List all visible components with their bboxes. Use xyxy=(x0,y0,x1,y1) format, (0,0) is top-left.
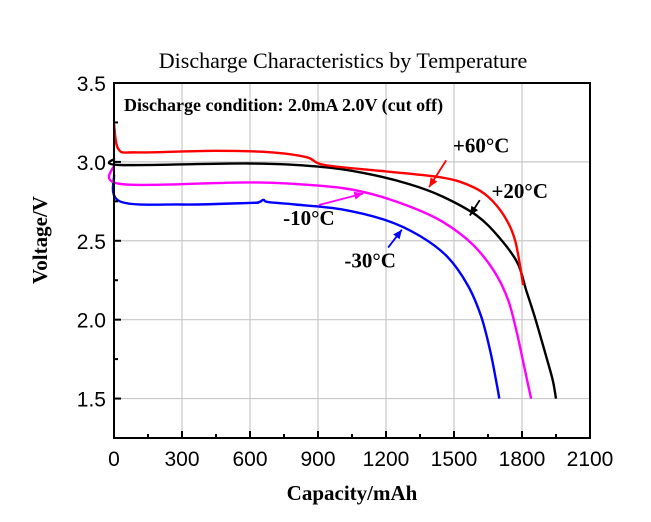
gridlines xyxy=(114,83,590,438)
series-labels: +60°C +20°C -10°C -30°C xyxy=(283,133,548,272)
arrowhead-minus10c xyxy=(353,191,364,200)
x-tick-label: 900 xyxy=(300,448,335,471)
series-line-plus20c xyxy=(107,157,558,399)
x-axis-label: Capacity/mAh xyxy=(287,481,418,505)
series-line-minus10c xyxy=(107,164,533,399)
arrowhead-plus20c xyxy=(469,205,479,216)
arrowhead-minus30c xyxy=(393,229,402,240)
x-tick-label: 1200 xyxy=(363,448,410,471)
series-label-minus10c: -10°C xyxy=(283,206,335,230)
y-tick-label: 2.0 xyxy=(77,310,106,333)
x-tick-label: 1800 xyxy=(499,448,546,471)
y-tick-label: 2.5 xyxy=(77,231,106,254)
y-tick-label: 1.5 xyxy=(77,389,106,412)
chart-title: Discharge Characteristics by Temperature xyxy=(159,48,527,73)
annotation-text: Discharge condition: 2.0mA 2.0V (cut off… xyxy=(124,95,443,116)
y-tick-label: 3.0 xyxy=(77,152,106,175)
series-label-plus20c: +20°C xyxy=(491,179,548,203)
x-tick-label: 300 xyxy=(164,448,199,471)
series-line-minus30c xyxy=(111,174,501,399)
arrow-group xyxy=(318,159,481,249)
arrowhead-plus60c xyxy=(429,177,438,188)
axis-ticks: 0 300 600 900 1200 1500 1800 2100 1.5 2.0 2.5 3.0 3.… xyxy=(77,73,614,471)
x-tick-label: 1500 xyxy=(431,448,478,471)
series-group xyxy=(107,123,558,399)
y-tick-label: 3.5 xyxy=(77,73,106,96)
series-label-minus30c: -30°C xyxy=(344,249,396,273)
x-tick-label: 2100 xyxy=(567,448,614,471)
series-line-plus60c xyxy=(112,123,525,286)
series-label-plus60c: +60°C xyxy=(453,133,510,157)
x-tick-label: 600 xyxy=(232,448,267,471)
x-tick-label: 0 xyxy=(108,448,120,471)
y-axis-label: Voltage/V xyxy=(28,196,52,284)
